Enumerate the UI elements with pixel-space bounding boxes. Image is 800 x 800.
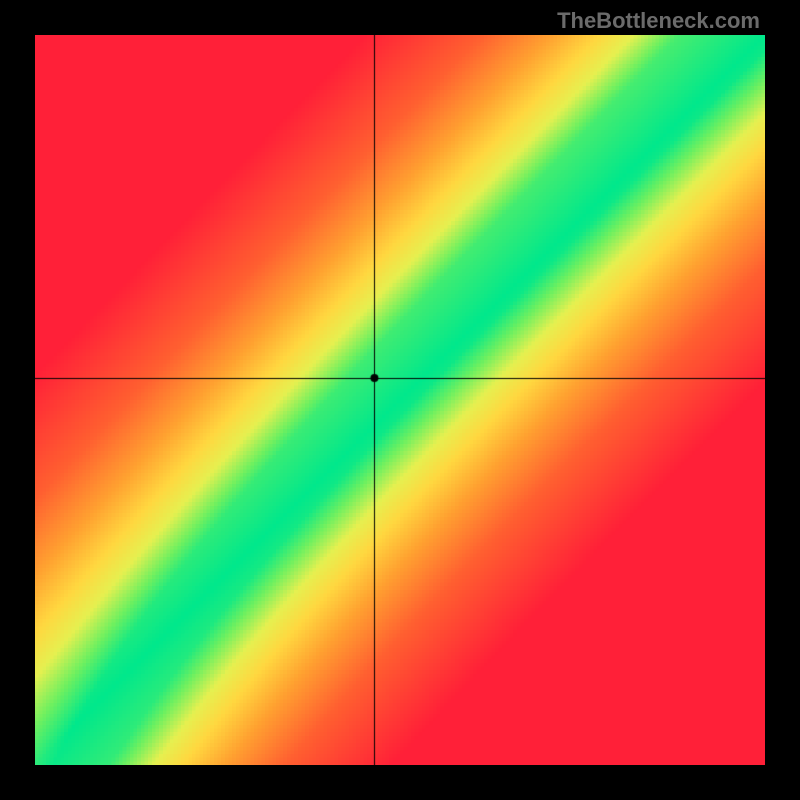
chart-container: { "chart": { "type": "heatmap", "descrip… (0, 0, 800, 800)
bottleneck-heatmap (35, 35, 765, 765)
watermark-text: TheBottleneck.com (557, 8, 760, 34)
